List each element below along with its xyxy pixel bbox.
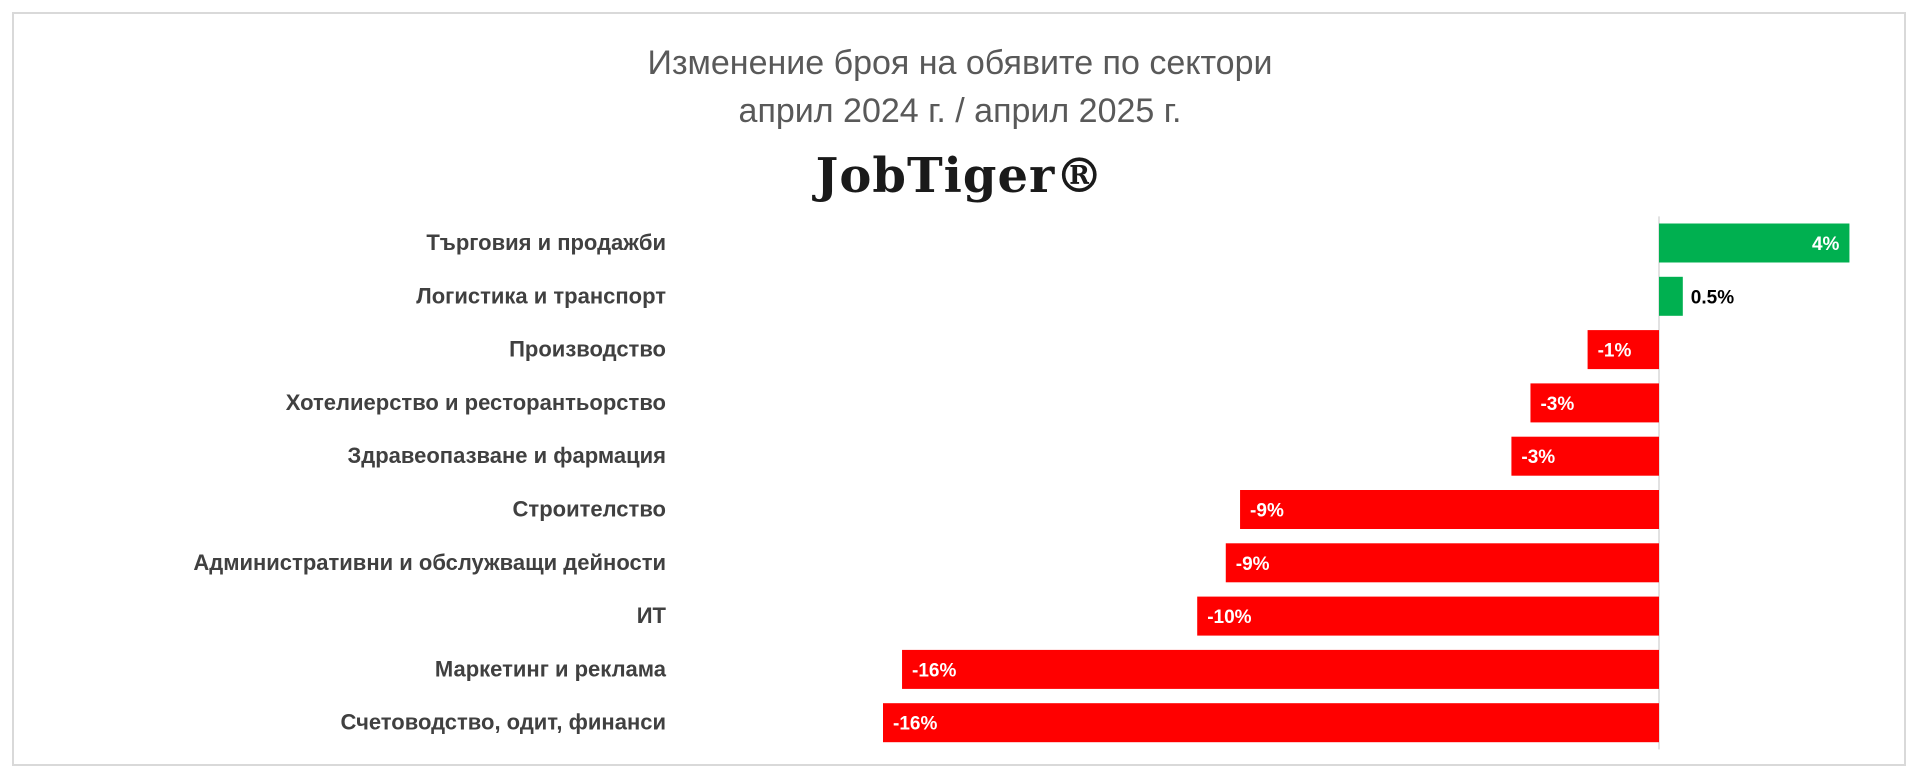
- data-label: -3%: [1540, 394, 1574, 415]
- bar: [1587, 330, 1659, 370]
- category-label: Счетоводство, одит, финанси: [340, 710, 666, 735]
- bar: [1511, 436, 1659, 476]
- jobtiger-logo: JobTiger®: [815, 148, 1105, 204]
- bar: [883, 703, 1659, 743]
- category-label: Строителство: [513, 497, 666, 522]
- chart-title: Изменение броя на обявите по сектори: [647, 44, 1273, 82]
- bar: [1225, 543, 1659, 583]
- data-label: -16%: [893, 714, 937, 735]
- category-label: ИТ: [637, 603, 667, 628]
- bar: [1197, 596, 1659, 636]
- category-label: Хотелиерство и ресторантьорство: [286, 390, 666, 415]
- category-label: Логистика и транспорт: [416, 283, 666, 308]
- bar: [1659, 276, 1683, 316]
- category-label: Административни и обслужващи дейности: [193, 550, 666, 575]
- category-label: Търговия и продажби: [426, 230, 666, 255]
- data-label: -1%: [1598, 341, 1632, 362]
- data-label: -3%: [1521, 447, 1555, 468]
- category-label: Производство: [509, 337, 666, 362]
- data-label: -9%: [1236, 554, 1270, 575]
- data-label: -10%: [1207, 607, 1251, 628]
- bar: [1530, 383, 1659, 423]
- data-label: -16%: [912, 660, 956, 681]
- category-label: Здравеопазване и фармация: [347, 443, 666, 468]
- data-label: 0.5%: [1691, 287, 1734, 308]
- bar: [902, 649, 1659, 689]
- data-label: 4%: [1812, 234, 1840, 255]
- data-label: -9%: [1250, 501, 1284, 522]
- bar: [1240, 490, 1659, 529]
- chart-subtitle: април 2024 г. / април 2025 г.: [738, 92, 1182, 130]
- bar: [1659, 223, 1850, 263]
- category-label: Маркетинг и реклама: [435, 656, 667, 681]
